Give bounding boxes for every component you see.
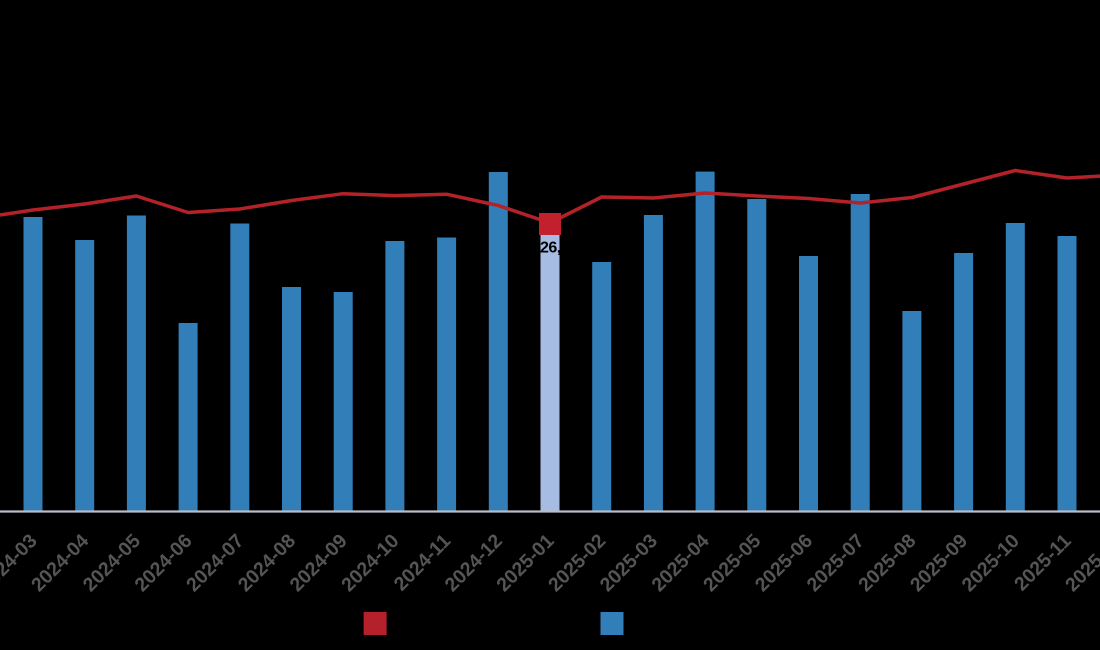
svg-text:2025-10: 2025-10: [958, 530, 1024, 596]
svg-text:26,5: 26,5: [540, 240, 570, 257]
svg-text:2024-10: 2024-10: [337, 530, 403, 596]
